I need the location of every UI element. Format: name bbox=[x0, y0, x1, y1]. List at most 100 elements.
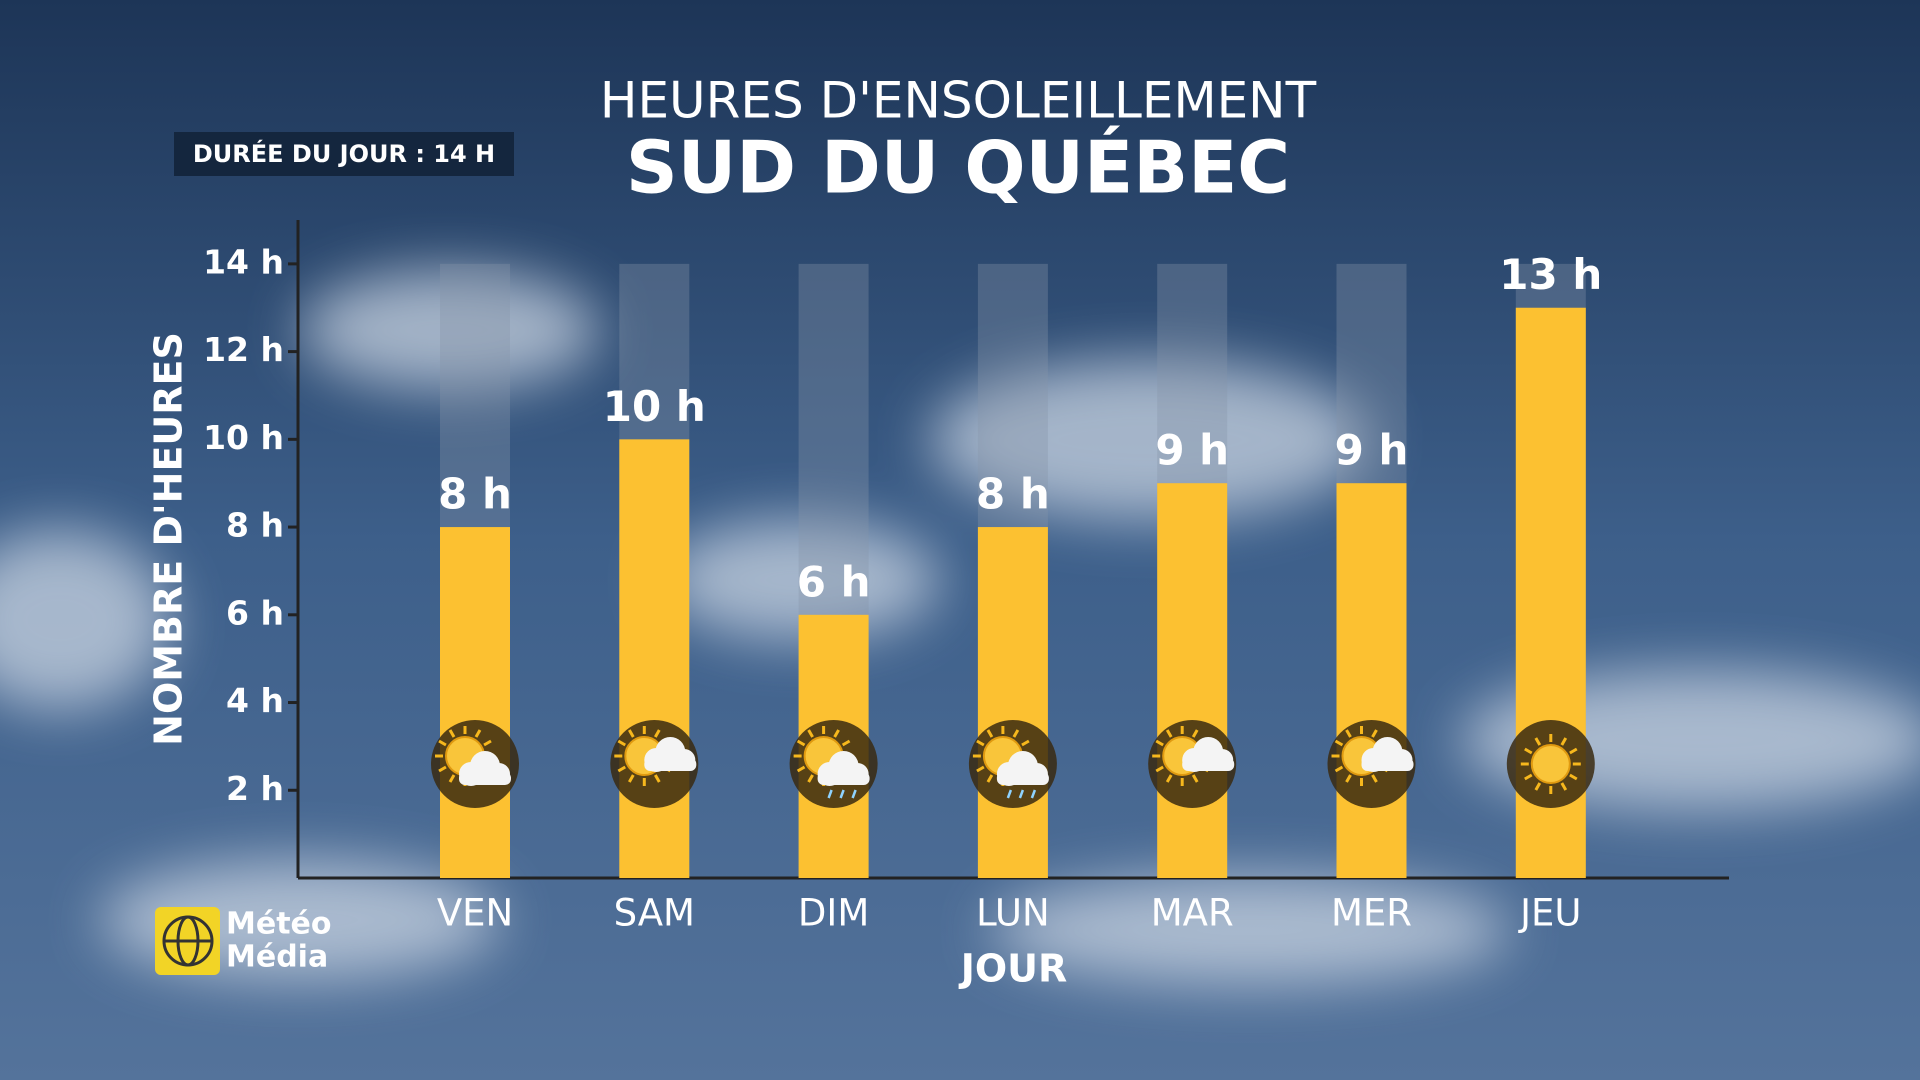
weather-icon bbox=[1506, 720, 1595, 808]
icon-rain bbox=[1006, 789, 1013, 799]
logo-text: Média bbox=[226, 940, 328, 975]
y-tick-label: 12 h bbox=[203, 330, 284, 369]
icon-ray bbox=[1534, 737, 1542, 746]
weather-icon bbox=[610, 720, 699, 808]
chart-subtitle: SUD DU QUÉBEC bbox=[626, 126, 1290, 210]
icon-cloud bbox=[817, 772, 870, 785]
icon-ray bbox=[617, 739, 626, 747]
icon-ray bbox=[976, 739, 985, 747]
value-label: 10 h bbox=[603, 382, 706, 431]
icon-ray bbox=[1334, 739, 1344, 747]
icon-ray bbox=[976, 765, 985, 773]
chart-title: HEURES D'ENSOLEILLEMENT bbox=[600, 72, 1317, 130]
y-tick-label: 14 h bbox=[203, 242, 284, 281]
icon-ray bbox=[1191, 774, 1199, 783]
logo-globe bbox=[162, 915, 214, 967]
icon-ray bbox=[833, 729, 840, 738]
bar bbox=[619, 439, 690, 878]
y-axis-label: NOMBRE D'HEURES bbox=[147, 332, 191, 746]
icon-sun bbox=[1530, 744, 1571, 784]
value-label: 8 h bbox=[976, 470, 1050, 519]
icon-ray bbox=[483, 739, 492, 747]
icon-ray bbox=[1155, 739, 1164, 747]
y-tick-label: 8 h bbox=[226, 506, 284, 545]
icon-ray bbox=[986, 729, 994, 738]
weather-icon bbox=[1148, 720, 1237, 808]
icon-ray bbox=[1165, 774, 1173, 783]
icon-rain bbox=[851, 789, 857, 799]
icon-ray bbox=[986, 774, 994, 783]
x-tick-label: MAR bbox=[1151, 892, 1234, 935]
icon-ray bbox=[1345, 774, 1352, 783]
icon-ray bbox=[1560, 782, 1568, 791]
icon-ray bbox=[1569, 747, 1578, 755]
x-tick-label: JEU bbox=[1518, 892, 1581, 935]
icon-ray bbox=[1560, 737, 1568, 746]
icon-rain bbox=[1030, 789, 1037, 799]
weather-icon bbox=[1327, 720, 1416, 808]
y-tick-label: 6 h bbox=[226, 593, 284, 632]
icon-rain bbox=[1018, 789, 1025, 799]
icon-ray bbox=[841, 739, 851, 747]
icon-ray bbox=[807, 774, 814, 783]
icon-ray bbox=[617, 765, 626, 773]
icon-ray bbox=[1334, 765, 1344, 773]
icon-cloud bbox=[644, 758, 697, 771]
icon-ray bbox=[654, 729, 661, 738]
icon-cloud bbox=[1361, 758, 1414, 771]
icon-rain bbox=[827, 789, 833, 799]
icon-ray bbox=[807, 729, 814, 738]
icon-ray bbox=[1534, 782, 1542, 791]
y-tick-label: 2 h bbox=[226, 769, 284, 808]
icon-ray bbox=[1524, 747, 1533, 755]
bar bbox=[977, 527, 1048, 878]
bar bbox=[1336, 483, 1407, 878]
value-label: 6 h bbox=[797, 557, 871, 606]
logo-text: Météo bbox=[226, 907, 332, 942]
badge bbox=[174, 132, 514, 176]
icon-ray bbox=[796, 765, 806, 773]
icon-ray bbox=[1345, 729, 1352, 738]
value-label: 13 h bbox=[1499, 250, 1602, 299]
icon-ray bbox=[448, 774, 456, 783]
x-axis-label: JOUR bbox=[958, 947, 1068, 991]
clouds bbox=[0, 270, 1920, 985]
icon-ray bbox=[1165, 729, 1173, 738]
y-tick-label: 10 h bbox=[203, 418, 284, 457]
icon-ray bbox=[1012, 729, 1020, 738]
icon-ray bbox=[438, 739, 447, 747]
icon-ray bbox=[438, 765, 447, 773]
x-tick-label: DIM bbox=[798, 892, 869, 935]
icon-ray bbox=[628, 729, 635, 738]
icon-ray bbox=[1371, 729, 1378, 738]
icon-ray bbox=[628, 774, 635, 783]
icon-ray bbox=[1155, 765, 1164, 773]
icon-cloud bbox=[996, 772, 1049, 785]
y-tick-label: 4 h bbox=[226, 681, 284, 720]
bar bbox=[440, 527, 510, 878]
weather-icon bbox=[789, 720, 878, 808]
value-label: 9 h bbox=[1335, 426, 1409, 475]
badge-text: DURÉE DU JOUR : 14 H bbox=[193, 139, 495, 168]
icon-cloud bbox=[1182, 758, 1235, 771]
x-tick-label: SAM bbox=[614, 892, 695, 935]
icon-ray bbox=[474, 729, 482, 738]
icon-ray bbox=[796, 739, 806, 747]
x-tick-label: LUN bbox=[976, 892, 1050, 935]
x-tick-label: VEN bbox=[437, 892, 513, 935]
icon-ray bbox=[448, 729, 456, 738]
icon-ray bbox=[1569, 773, 1578, 781]
bar bbox=[1157, 483, 1228, 878]
icon-ray bbox=[1371, 774, 1378, 783]
value-label: 8 h bbox=[438, 470, 512, 519]
x-tick-label: MER bbox=[1331, 892, 1412, 935]
icon-ray bbox=[1021, 739, 1030, 747]
icon-ray bbox=[1524, 773, 1533, 781]
value-label: 9 h bbox=[1155, 426, 1229, 475]
icon-rain bbox=[839, 789, 845, 799]
weather-icon bbox=[431, 720, 519, 808]
icon-ray bbox=[654, 774, 661, 783]
icon-ray bbox=[1191, 729, 1199, 738]
icon-cloud bbox=[459, 772, 511, 785]
